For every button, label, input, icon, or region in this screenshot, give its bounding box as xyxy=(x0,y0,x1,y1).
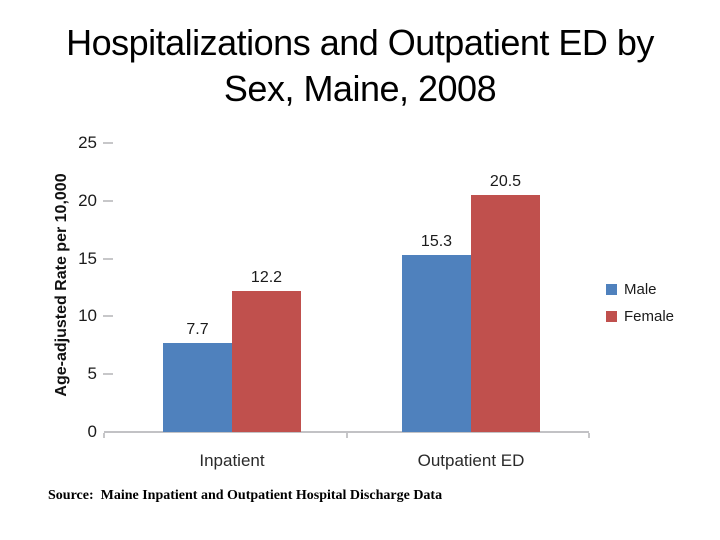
bar-value-label: 7.7 xyxy=(186,320,209,338)
legend-label: Male xyxy=(624,281,657,298)
y-tick-mark xyxy=(103,199,113,202)
y-tick-label: 20 xyxy=(78,190,97,210)
y-tick-mark xyxy=(103,257,113,260)
slide-title-line2: Sex, Maine, 2008 xyxy=(223,68,497,109)
y-tick-label: 5 xyxy=(87,364,97,384)
bar-value-label: 12.2 xyxy=(250,268,283,286)
bar-value-label: 20.5 xyxy=(489,173,522,191)
bar-female-inpatient xyxy=(232,290,301,432)
legend-item-female: Female xyxy=(606,303,674,330)
bar-male-inpatient xyxy=(163,342,232,432)
y-tick-mark xyxy=(103,315,113,318)
y-tick-mark xyxy=(103,142,113,144)
bar-value-label: 15.3 xyxy=(420,233,453,251)
source-note: Source: Maine Inpatient and Outpatient H… xyxy=(48,488,443,503)
y-tick-label: 15 xyxy=(78,248,97,268)
y-tick-label: 10 xyxy=(78,306,97,326)
x-axis-tick xyxy=(103,433,105,438)
y-tick-mark xyxy=(103,373,113,376)
bar-male-outpatient-ed xyxy=(402,255,471,432)
x-axis-line xyxy=(104,431,589,433)
category-label: Outpatient ED xyxy=(417,451,525,470)
slide-title-line1: Hospitalizations and Outpatient ED by xyxy=(66,22,654,63)
x-axis-tick xyxy=(588,433,590,438)
y-tick-label: 0 xyxy=(87,422,97,441)
legend-swatch-male xyxy=(606,284,617,295)
legend-item-male: Male xyxy=(606,276,674,303)
slide-title: Hospitalizations and Outpatient ED by Se… xyxy=(0,20,720,112)
bar-female-outpatient-ed xyxy=(471,195,540,432)
y-tick-label: 25 xyxy=(78,133,97,152)
legend-label: Female xyxy=(624,308,675,325)
x-axis-tick xyxy=(345,433,348,438)
chart-legend: Male Female xyxy=(606,276,674,330)
category-label: Inpatient xyxy=(199,451,265,470)
legend-swatch-female xyxy=(606,311,617,322)
